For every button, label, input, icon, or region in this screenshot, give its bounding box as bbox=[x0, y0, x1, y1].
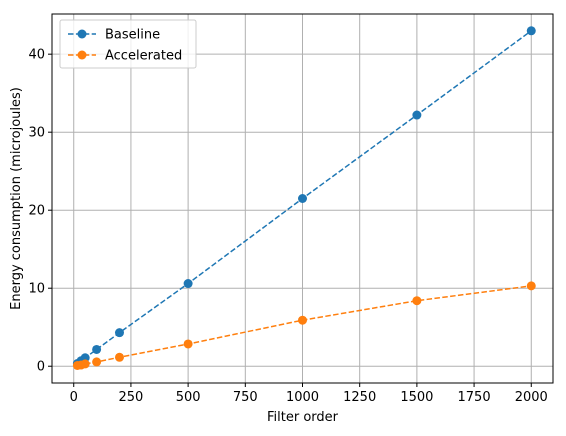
data-point-accelerated bbox=[114, 352, 124, 362]
y-tick-label: 0 bbox=[37, 360, 45, 375]
x-tick-label: 250 bbox=[119, 390, 144, 405]
legend-marker-baseline bbox=[77, 29, 87, 39]
legend-marker-accelerated bbox=[77, 50, 87, 60]
x-tick-label: 1500 bbox=[400, 390, 433, 405]
y-tick-label: 30 bbox=[28, 126, 45, 141]
axis-ticks: 0 250 500 750 1000 1250 1500 1750 2000 0 10 20 30 40 bbox=[28, 48, 547, 405]
y-tick-label: 10 bbox=[28, 282, 45, 297]
x-tick-label: 750 bbox=[233, 390, 258, 405]
data-point-accelerated bbox=[92, 357, 102, 367]
data-point-accelerated bbox=[298, 315, 307, 325]
data-point-baseline bbox=[526, 26, 536, 36]
data-point-baseline bbox=[412, 110, 422, 120]
data-point-accelerated bbox=[412, 296, 422, 306]
x-tick-label: 1000 bbox=[286, 390, 319, 405]
data-point-baseline bbox=[183, 279, 193, 289]
x-tick-label: 0 bbox=[70, 390, 78, 405]
y-tick-label: 40 bbox=[28, 48, 45, 63]
series-line-accelerated bbox=[77, 285, 532, 367]
legend-label-accelerated: Accelerated bbox=[105, 49, 182, 64]
legend-box bbox=[59, 19, 197, 69]
x-tick-label: 1750 bbox=[458, 390, 491, 405]
y-axis-label: Energy consumption (microjoules) bbox=[9, 87, 24, 310]
x-axis-label: Filter order bbox=[267, 410, 339, 425]
data-point-baseline bbox=[114, 328, 124, 338]
y-tick-label: 20 bbox=[28, 204, 45, 219]
data-point-accelerated bbox=[80, 359, 90, 369]
x-tick-label: 1250 bbox=[343, 390, 376, 405]
data-point-accelerated bbox=[526, 281, 536, 291]
plot-area bbox=[72, 26, 536, 370]
x-tick-label: 500 bbox=[176, 390, 201, 405]
data-point-baseline bbox=[92, 344, 102, 354]
legend-label-baseline: Baseline bbox=[105, 28, 160, 43]
x-tick-label: 2000 bbox=[515, 390, 548, 405]
data-point-accelerated bbox=[183, 339, 193, 349]
data-point-baseline bbox=[298, 194, 307, 203]
legend: Baseline Accelerated bbox=[59, 19, 197, 69]
